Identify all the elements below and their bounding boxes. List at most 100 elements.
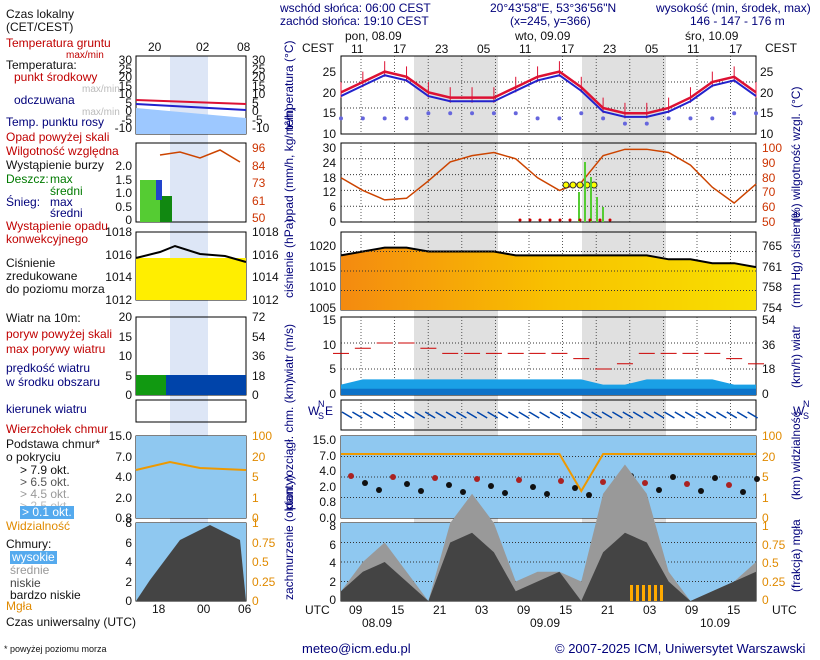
wind-rose-e: E xyxy=(325,404,334,418)
tick-label: 50 xyxy=(252,211,266,225)
legend-temp-felt: odczuwana xyxy=(14,93,75,107)
top-hour-label: 23 xyxy=(603,42,617,56)
storm-mark xyxy=(576,181,584,189)
wind-arrow xyxy=(404,411,415,419)
tick-label: 7.0 xyxy=(319,448,336,463)
cloud-base-mark xyxy=(460,489,466,495)
tick-label: 6 xyxy=(329,200,336,215)
tick-label: 1.5 xyxy=(115,172,132,187)
tick-label: 0 xyxy=(762,387,769,401)
tick-label: 0 xyxy=(329,215,336,229)
cloud-base-mark xyxy=(558,478,564,484)
legend-cloud-sky xyxy=(136,436,246,518)
tick-label: 1005 xyxy=(309,301,336,315)
cloud-base-mark xyxy=(642,480,648,486)
wind-arrow xyxy=(383,411,394,419)
dew-point-mark xyxy=(470,111,475,116)
copyright: © 2007-2025 ICM, Uniwersytet Warszawski xyxy=(555,641,806,656)
wind-rose-w: W xyxy=(308,404,320,418)
cloud-base-mark xyxy=(432,475,438,481)
tick-label: 0.5 xyxy=(115,199,132,214)
legend-hour-utc: 18 xyxy=(152,602,166,616)
cloud-base-mark xyxy=(572,485,578,491)
tick-label: 15 xyxy=(118,329,132,344)
cloud-base-mark xyxy=(712,475,718,481)
axis-ylabel: ciśnienie (hPa) xyxy=(282,218,296,298)
wind-arrow xyxy=(362,411,374,419)
dew-point-mark xyxy=(710,116,715,121)
cloud-base-mark xyxy=(348,473,354,479)
tick-label: 24 xyxy=(322,155,336,170)
legend-clouds-low: niskie xyxy=(10,576,41,590)
tick-label: 0 xyxy=(329,593,336,607)
tick-label: 1014 xyxy=(252,270,279,285)
tick-label: 0 xyxy=(762,511,769,525)
tick-label: 70 xyxy=(762,185,776,200)
tick-label: 1.0 xyxy=(115,186,132,200)
tick-label: 5 xyxy=(252,470,259,484)
wind-arrow xyxy=(716,411,727,419)
legend-pressure-3: do poziomu morza xyxy=(6,282,105,296)
tick-label: 15 xyxy=(252,78,266,93)
legend-cover-area xyxy=(136,525,246,601)
email-link[interactable]: meteo@icm.edu.pl xyxy=(302,641,411,656)
legend-snow: Śnieg: xyxy=(6,195,41,209)
legend-cloud-cover: o pokryciu xyxy=(6,450,61,464)
tick-label: 1018 xyxy=(105,225,132,239)
wind-rose-n: N xyxy=(803,399,810,409)
wind-arrow xyxy=(643,411,654,419)
tick-label: 0 xyxy=(125,213,132,227)
tick-label: 25 xyxy=(760,65,774,79)
legend-hour: 20 xyxy=(148,40,162,54)
tick-label: 1018 xyxy=(252,225,279,239)
axis-ylabel: (km/h) wiatr xyxy=(789,325,803,388)
wind-arrow xyxy=(591,411,602,419)
legend-okt: > 0.1 okt. xyxy=(20,505,74,519)
tick-label: 20 xyxy=(322,85,336,100)
wind-arrow xyxy=(487,411,498,419)
fog-bar xyxy=(630,585,633,601)
legend-snow-bar xyxy=(156,180,162,200)
bottom-hour-label: 09 xyxy=(349,603,363,617)
wind-arrow xyxy=(497,411,509,419)
fog-bar xyxy=(660,585,663,601)
tick-label: 758 xyxy=(762,280,783,295)
panel-frame xyxy=(340,399,757,431)
wind-arrow xyxy=(393,411,405,419)
rain-bar xyxy=(584,162,586,222)
fog-bar xyxy=(636,585,639,601)
legend-cloud-base: Podstawa chmur* xyxy=(6,437,101,451)
precip-occurrence-mark xyxy=(588,218,592,222)
tick-label: 5 xyxy=(252,95,259,110)
cloud-base-mark xyxy=(474,476,480,482)
cloud-base-mark xyxy=(754,476,760,482)
dew-point-mark xyxy=(666,116,671,121)
utc-right: UTC xyxy=(772,603,797,617)
tick-label: 18 xyxy=(322,170,336,185)
legend-clouds-middle: średnie xyxy=(10,563,50,577)
bottom-hour-label: 15 xyxy=(559,603,573,617)
cloud-base-mark xyxy=(502,490,508,496)
dew-point-mark xyxy=(513,111,518,116)
tick-label: 25 xyxy=(118,61,132,76)
legend-felt-line xyxy=(135,103,247,111)
legend-wind-title: Wiatr na 10m: xyxy=(6,311,81,325)
tick-label: 6 xyxy=(125,535,132,550)
tick-label: -10 xyxy=(252,121,270,135)
wind-arrow xyxy=(726,411,738,419)
sunrise-text: wschód słońca: 06:00 CEST xyxy=(280,1,431,15)
top-hour-label: 11 xyxy=(519,42,532,56)
tick-label: 30 xyxy=(252,53,266,67)
tick-label: 10 xyxy=(118,349,132,363)
wind-arrow xyxy=(664,411,675,419)
bottom-hour-label: 09 xyxy=(685,603,699,617)
legend-temp-maxmin: max/min xyxy=(82,84,120,95)
legend-precip-above: Opad powyżej skali xyxy=(6,130,110,144)
cloud-base-mark xyxy=(698,488,704,494)
axis-ylabel: wiatr (m/s) xyxy=(282,324,296,380)
tick-label: 0 xyxy=(329,387,336,401)
date-label: 08.09 xyxy=(362,616,393,630)
cloud-base-mark xyxy=(656,487,662,493)
felt-temp-line xyxy=(340,74,757,118)
precip-occurrence-mark xyxy=(528,218,532,222)
